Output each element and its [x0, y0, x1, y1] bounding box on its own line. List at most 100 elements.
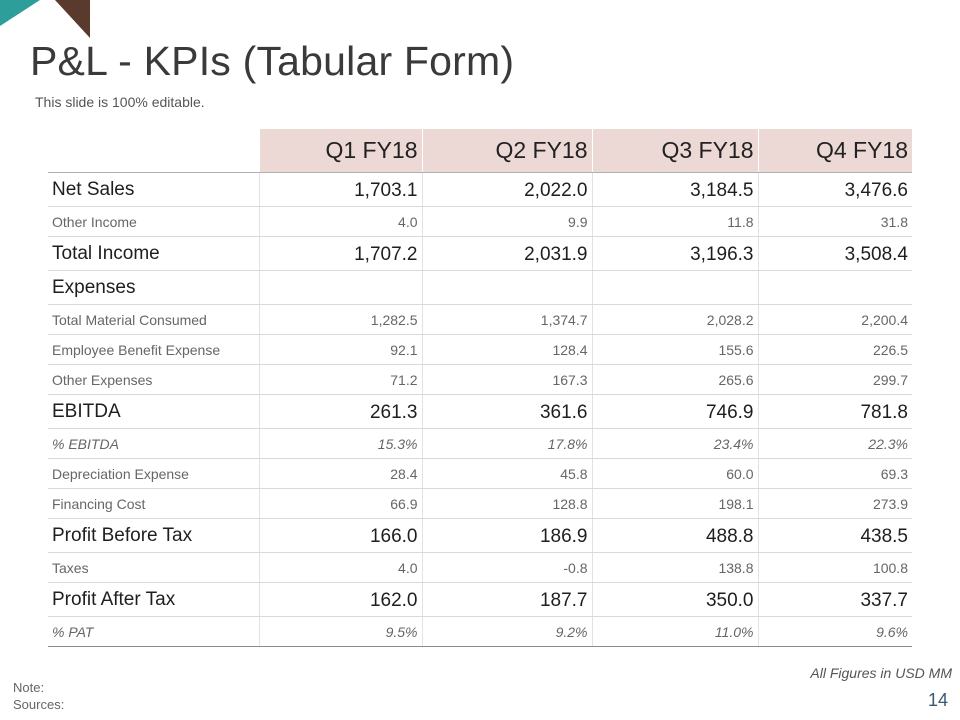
table-header-row: Q1 FY18 Q2 FY18 Q3 FY18 Q4 FY18	[48, 129, 912, 173]
corner-decoration	[0, 0, 90, 38]
table-cell: 9.9	[421, 206, 592, 237]
table-row-profit-after-tax: Profit After Tax 162.0 187.7 350.0 337.7	[48, 582, 912, 617]
table-cell: 2,022.0	[421, 172, 592, 207]
row-label: Financing Cost	[48, 488, 259, 519]
table-cell: 11.0%	[591, 616, 758, 647]
table-cell: 138.8	[591, 552, 758, 583]
table-cell: 3,476.6	[757, 172, 912, 207]
table-row-expenses: Expenses	[48, 270, 912, 305]
page-subtitle: This slide is 100% editable.	[35, 94, 205, 110]
table-cell: 9.6%	[757, 616, 912, 647]
table-cell: 11.8	[591, 206, 758, 237]
table-cell: 92.1	[258, 334, 422, 365]
row-label: Other Expenses	[48, 364, 259, 395]
table-cell: 45.8	[421, 458, 592, 489]
table-cell	[591, 270, 758, 305]
table-cell: 187.7	[421, 582, 592, 617]
table-cell: 781.8	[757, 394, 912, 429]
table-row-financing-cost: Financing Cost 66.9 128.8 198.1 273.9	[48, 488, 912, 519]
table-cell	[258, 270, 422, 305]
table-cell: 265.6	[591, 364, 758, 395]
table-cell: 746.9	[591, 394, 758, 429]
table-row-other-income: Other Income 4.0 9.9 11.8 31.8	[48, 206, 912, 237]
table-cell: 23.4%	[591, 428, 758, 459]
row-label: Taxes	[48, 552, 259, 583]
row-label: Expenses	[48, 270, 259, 305]
table-cell: 9.5%	[258, 616, 422, 647]
figures-unit-note: All Figures in USD MM	[810, 665, 952, 681]
table-cell: 1,703.1	[258, 172, 422, 207]
table-row-total-income: Total Income 1,707.2 2,031.9 3,196.3 3,5…	[48, 236, 912, 271]
table-cell: 1,707.2	[258, 236, 422, 271]
table-cell: 28.4	[258, 458, 422, 489]
table-cell: 299.7	[757, 364, 912, 395]
table-cell: 337.7	[757, 582, 912, 617]
table-row-profit-before-tax: Profit Before Tax 166.0 186.9 488.8 438.…	[48, 518, 912, 553]
table-cell: 198.1	[591, 488, 758, 519]
table-cell: 261.3	[258, 394, 422, 429]
page-number: 14	[927, 690, 948, 710]
table-cell: 1,374.7	[421, 304, 592, 335]
table-cell: 15.3%	[258, 428, 422, 459]
table-cell: 488.8	[591, 518, 758, 553]
table-cell: 273.9	[757, 488, 912, 519]
table-cell: 100.8	[757, 552, 912, 583]
column-header-q3: Q3 FY18	[591, 129, 758, 173]
note-label: Note:	[13, 680, 45, 695]
table-cell: 128.4	[421, 334, 592, 365]
column-header-q4: Q4 FY18	[757, 129, 912, 173]
column-header-q1: Q1 FY18	[258, 129, 422, 173]
table-cell: 60.0	[591, 458, 758, 489]
table-cell: 2,028.2	[591, 304, 758, 335]
table-cell: 69.3	[757, 458, 912, 489]
table-cell: 155.6	[591, 334, 758, 365]
table-cell: -0.8	[421, 552, 592, 583]
table-row-depreciation-expense: Depreciation Expense 28.4 45.8 60.0 69.3	[48, 458, 912, 489]
row-label: % EBITDA	[48, 428, 259, 459]
table-cell: 226.5	[757, 334, 912, 365]
table-cell: 4.0	[258, 206, 422, 237]
table-row-ebitda: EBITDA 261.3 361.6 746.9 781.8	[48, 394, 912, 429]
table-cell: 167.3	[421, 364, 592, 395]
table-cell: 71.2	[258, 364, 422, 395]
table-cell: 4.0	[258, 552, 422, 583]
pl-kpi-table: Q1 FY18 Q2 FY18 Q3 FY18 Q4 FY18 Net Sale…	[48, 129, 912, 647]
table-row-pct-ebitda: % EBITDA 15.3% 17.8% 23.4% 22.3%	[48, 428, 912, 459]
table-cell: 162.0	[258, 582, 422, 617]
row-label: Depreciation Expense	[48, 458, 259, 489]
header-blank-cell	[48, 129, 259, 173]
table-cell: 17.8%	[421, 428, 592, 459]
table-cell: 166.0	[258, 518, 422, 553]
table-cell: 9.2%	[421, 616, 592, 647]
row-label: EBITDA	[48, 394, 259, 429]
row-label: Employee Benefit Expense	[48, 334, 259, 365]
row-label: % PAT	[48, 616, 259, 647]
sources-label: Sources:	[13, 697, 65, 712]
row-label: Other Income	[48, 206, 259, 237]
table-row-taxes: Taxes 4.0 -0.8 138.8 100.8	[48, 552, 912, 583]
table-cell: 128.8	[421, 488, 592, 519]
row-label: Net Sales	[48, 172, 259, 207]
table-row-employee-benefit-expense: Employee Benefit Expense 92.1 128.4 155.…	[48, 334, 912, 365]
table-row-net-sales: Net Sales 1,703.1 2,022.0 3,184.5 3,476.…	[48, 172, 912, 207]
row-label: Profit After Tax	[48, 582, 259, 617]
table-cell: 31.8	[757, 206, 912, 237]
table-cell: 2,031.9	[421, 236, 592, 271]
table-cell: 22.3%	[757, 428, 912, 459]
table-row-other-expenses: Other Expenses 71.2 167.3 265.6 299.7	[48, 364, 912, 395]
row-label: Total Material Consumed	[48, 304, 259, 335]
table-cell: 3,508.4	[757, 236, 912, 271]
table-cell: 438.5	[757, 518, 912, 553]
notes-block: Note: Sources:	[13, 679, 64, 713]
table-row-pct-pat: % PAT 9.5% 9.2% 11.0% 9.6%	[48, 616, 912, 647]
table-cell: 3,196.3	[591, 236, 758, 271]
table-cell: 2,200.4	[757, 304, 912, 335]
row-label: Total Income	[48, 236, 259, 271]
table-cell: 1,282.5	[258, 304, 422, 335]
table-cell: 3,184.5	[591, 172, 758, 207]
table-cell	[757, 270, 912, 305]
table-cell: 186.9	[421, 518, 592, 553]
table-cell: 66.9	[258, 488, 422, 519]
table-row-total-material-consumed: Total Material Consumed 1,282.5 1,374.7 …	[48, 304, 912, 335]
row-label: Profit Before Tax	[48, 518, 259, 553]
